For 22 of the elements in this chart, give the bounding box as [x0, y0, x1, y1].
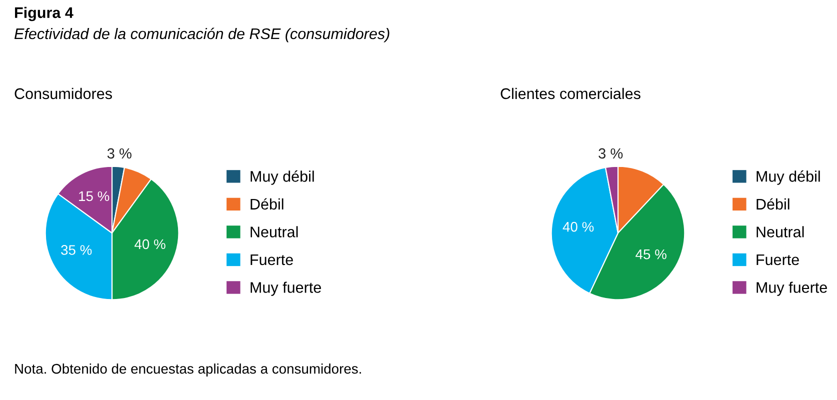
- data-label: 15 %: [79, 191, 110, 202]
- legend-label: Neutral: [250, 226, 298, 238]
- legend-label: Débil: [756, 198, 790, 210]
- data-label: 40 %: [562, 222, 594, 232]
- legend-label: Muy fuerte: [756, 282, 827, 296]
- data-label: 35 %: [61, 245, 92, 255]
- data-label: 3 %: [107, 148, 132, 159]
- legend-label: Neutral: [756, 226, 804, 238]
- data-label: 45 %: [636, 249, 666, 260]
- data-label: 40 %: [134, 239, 166, 250]
- text: Figura 4: [15, 6, 74, 22]
- legend-label: Débil: [250, 198, 284, 210]
- text: Nota. Obtenido de encuestas aplicadas a consumidores.: [15, 364, 361, 376]
- legend-label: Muy débil: [756, 170, 820, 185]
- legend-label: Fuerte: [756, 254, 799, 266]
- data-label: 3 %: [598, 148, 623, 159]
- legend-label: Muy débil: [250, 170, 314, 185]
- chart-title: Consumidores: [14, 88, 112, 100]
- legend-label: Fuerte: [250, 254, 293, 266]
- text: Efectividad de la comunicación de RSE (consumidores): [14, 28, 390, 42]
- chart-title: Clientes comerciales: [500, 88, 640, 100]
- legend-label: Muy fuerte: [250, 282, 321, 296]
